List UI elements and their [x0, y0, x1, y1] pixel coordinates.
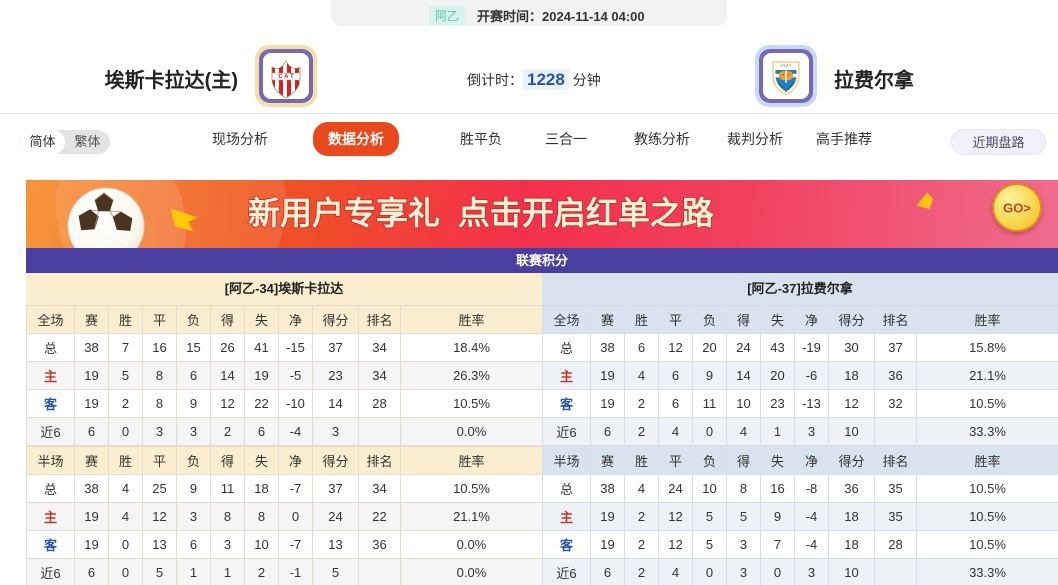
svg-text:C A T: C A T — [278, 74, 294, 80]
svg-text:A.N.R.D: A.N.R.D — [780, 65, 791, 68]
